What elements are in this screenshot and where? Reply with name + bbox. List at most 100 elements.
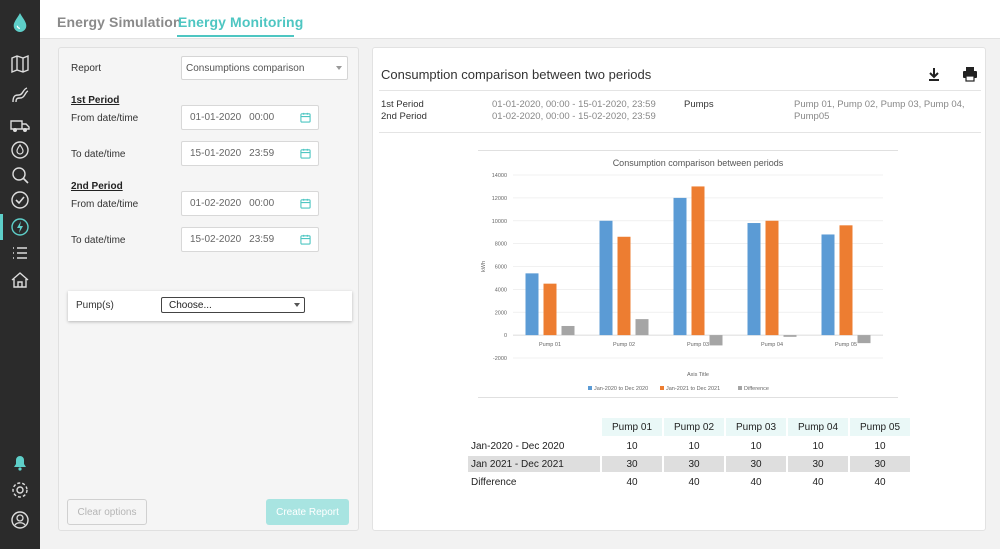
bar: [599, 220, 613, 336]
period1-value: 01-01-2020, 00:00 - 15-01-2020, 23:59: [492, 99, 656, 110]
p2-from-date: 01-02-2020: [190, 198, 242, 209]
map-icon[interactable]: [9, 53, 31, 75]
y-axis-label: kWh: [481, 261, 487, 272]
download-icon[interactable]: [926, 66, 942, 82]
p1-from-time: 00:00: [249, 112, 275, 123]
leak-search-icon[interactable]: [9, 164, 31, 186]
list-icon[interactable]: [9, 242, 31, 264]
pumps-info-line1: Pump 01, Pump 02, Pump 03, Pump 04,: [794, 99, 965, 110]
clear-options-button[interactable]: Clear options: [67, 499, 147, 525]
y-tick-label: 0: [504, 333, 507, 339]
table-cell: 40: [726, 474, 786, 490]
top-tabs: Energy Simulation Energy Monitoring: [40, 0, 1000, 39]
p1-from-date: 01-01-2020: [190, 112, 242, 123]
table-header: Pump 01: [602, 418, 662, 436]
bar: [561, 325, 575, 336]
period1-heading: 1st Period: [71, 95, 120, 106]
tab-energy-monitoring[interactable]: Energy Monitoring: [178, 14, 304, 30]
pumps-select-value: Choose...: [169, 299, 212, 311]
y-tick-label: 10000: [492, 219, 507, 225]
active-tab-underline: [177, 35, 294, 37]
water-drop-logo-icon[interactable]: [9, 10, 31, 36]
p2-from-time: 00:00: [249, 198, 275, 209]
p2-from-date-input[interactable]: 01-02-2020 00:00: [181, 191, 319, 216]
table-row: Jan 2021 - Dec 2021 30 30 30 30 30: [468, 456, 910, 472]
pumps-info-value: Pump 01, Pump 02, Pump 03, Pump 04, Pump…: [794, 99, 965, 123]
p2-from-label: From date/time: [71, 199, 139, 210]
pumps-select[interactable]: Choose...: [161, 297, 305, 313]
report-label: Report: [71, 63, 102, 74]
comparison-chart: Consumption comparison between periods -2…: [448, 150, 913, 398]
table-cell: 10: [664, 438, 724, 454]
y-tick-label: 6000: [495, 265, 507, 271]
table-cell: 30: [726, 456, 786, 472]
bar: [747, 223, 761, 336]
table-row: Jan-2020 - Dec 2020 10 10 10 10 10: [468, 438, 910, 454]
p1-to-label: To date/time: [71, 149, 126, 160]
p1-from-date-input[interactable]: 01-01-2020 00:00: [181, 105, 319, 130]
y-tick-label: 2000: [495, 310, 507, 316]
y-tick-label: 14000: [492, 173, 507, 179]
table-cell: 40: [788, 474, 848, 490]
check-circle-icon[interactable]: [9, 189, 31, 211]
y-tick-label: 8000: [495, 242, 507, 248]
report-options-panel: Report Consumptions comparison 1st Perio…: [58, 47, 359, 531]
pipeline-icon[interactable]: [9, 84, 31, 106]
row-label: Jan-2020 - Dec 2020: [468, 438, 600, 454]
x-tick-label: Pump 05: [835, 342, 857, 348]
bar: [673, 197, 687, 336]
calendar-icon[interactable]: [300, 148, 311, 159]
period1-label: 1st Period: [381, 99, 424, 110]
bar: [765, 220, 779, 336]
bar: [543, 283, 557, 336]
energy-icon[interactable]: [9, 216, 31, 238]
chevron-down-icon: [294, 303, 300, 307]
p2-to-date-input[interactable]: 15-02-2020 23:59: [181, 227, 319, 252]
calendar-icon[interactable]: [300, 234, 311, 245]
p2-to-time: 23:59: [249, 234, 275, 245]
bell-icon[interactable]: [9, 451, 31, 473]
p1-from-label: From date/time: [71, 113, 139, 124]
tab-energy-simulation[interactable]: Energy Simulation: [57, 14, 182, 30]
p1-to-date-input[interactable]: 15-01-2020 23:59: [181, 141, 319, 166]
home-icon[interactable]: [9, 269, 31, 291]
report-type-select[interactable]: Consumptions comparison: [181, 56, 348, 80]
active-indicator: [0, 214, 3, 240]
chart-title: Consumption comparison between periods: [613, 158, 784, 168]
gear-icon[interactable]: [9, 479, 31, 501]
p2-to-date: 15-02-2020: [190, 234, 242, 245]
divider: [379, 132, 981, 133]
row-label: Difference: [468, 474, 600, 490]
y-tick-label: 4000: [495, 287, 507, 293]
table-cell: 30: [788, 456, 848, 472]
period2-label: 2nd Period: [381, 111, 427, 122]
truck-icon[interactable]: [9, 114, 31, 136]
legend-swatch: [588, 386, 592, 390]
legend-label: Difference: [744, 386, 769, 392]
legend-swatch: [738, 386, 742, 390]
table-row: Difference 40 40 40 40 40: [468, 474, 910, 490]
y-tick-label: 12000: [492, 196, 507, 202]
x-tick-label: Pump 02: [613, 342, 635, 348]
pumps-label: Pump(s): [76, 300, 114, 311]
period2-value: 01-02-2020, 00:00 - 15-02-2020, 23:59: [492, 111, 656, 122]
print-icon[interactable]: [962, 66, 978, 82]
table-cell: 10: [850, 438, 910, 454]
user-icon[interactable]: [9, 509, 31, 531]
water-icon[interactable]: [9, 139, 31, 161]
bar: [691, 186, 705, 336]
y-tick-label: -2000: [493, 356, 507, 362]
table-cell: 40: [850, 474, 910, 490]
x-tick-label: Pump 01: [539, 342, 561, 348]
pumps-info-label: Pumps: [684, 99, 714, 110]
bar: [857, 335, 871, 344]
table-cell: 30: [602, 456, 662, 472]
table-header: Pump 05: [850, 418, 910, 436]
table-cell: 10: [726, 438, 786, 454]
table-cell: 10: [788, 438, 848, 454]
create-report-button[interactable]: Create Report: [266, 499, 349, 525]
calendar-icon[interactable]: [300, 112, 311, 123]
report-title: Consumption comparison between two perio…: [381, 67, 652, 82]
calendar-icon[interactable]: [300, 198, 311, 209]
period2-heading: 2nd Period: [71, 181, 123, 192]
